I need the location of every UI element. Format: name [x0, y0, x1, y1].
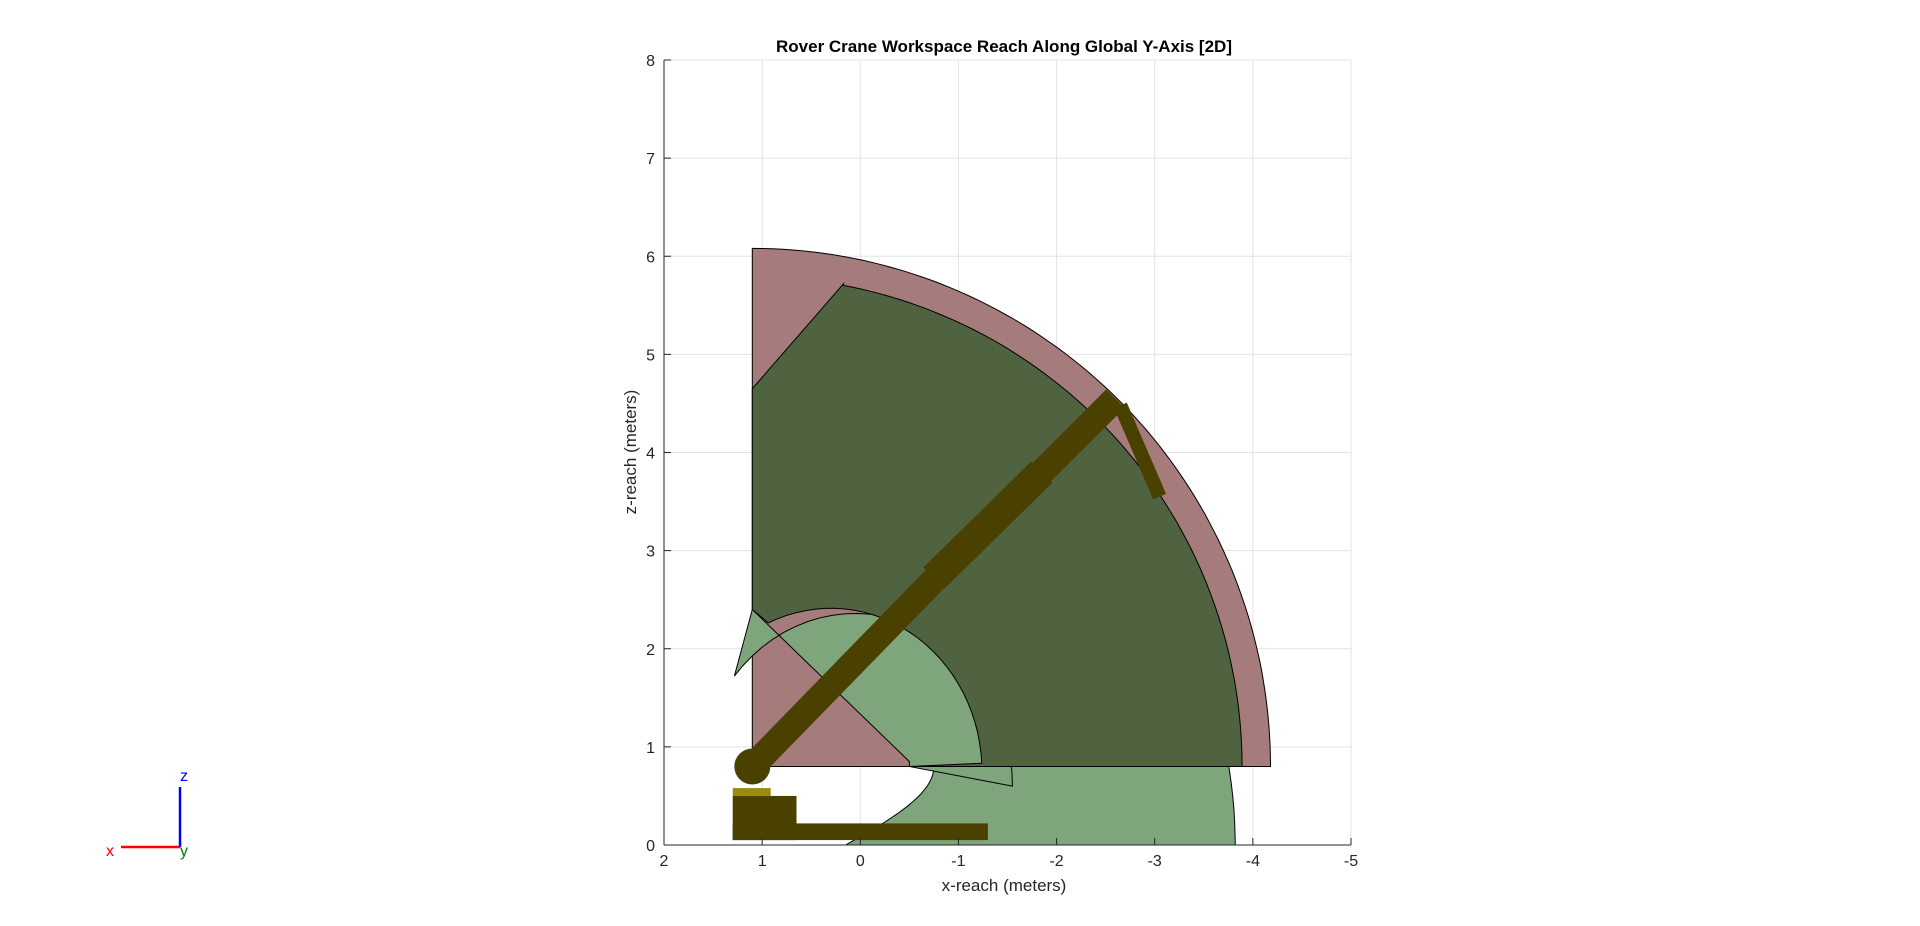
axes — [663, 59, 1352, 846]
crane-model — [732, 389, 1167, 841]
triad-x-label: x — [106, 843, 114, 860]
chart-title: Rover Crane Workspace Reach Along Global… — [776, 37, 1232, 56]
x-tick-label: -1 — [951, 853, 965, 870]
x-tick-label: -4 — [1246, 853, 1260, 870]
rover-base-block — [732, 823, 988, 841]
y-tick-label: 6 — [646, 249, 655, 266]
y-tick-label: 7 — [646, 151, 655, 168]
y-tick-label: 3 — [646, 544, 655, 561]
x-tick-label: -5 — [1344, 853, 1358, 870]
x-tick-label: 0 — [856, 853, 865, 870]
x-tick-label: 1 — [758, 853, 767, 870]
y-tick-label: 1 — [646, 740, 655, 757]
y-tick-label: 2 — [646, 642, 655, 659]
y-tick-label: 0 — [646, 838, 655, 855]
orientation-triad: z x y — [106, 768, 188, 860]
boom-segment — [1027, 389, 1125, 487]
x-tick-label: 2 — [660, 853, 669, 870]
y-axis-label: z-reach (meters) — [621, 390, 640, 515]
rover-bucket — [732, 788, 771, 797]
y-tick-label: 8 — [646, 53, 655, 70]
x-tick-label: -2 — [1049, 853, 1063, 870]
boom-segment — [923, 461, 1053, 589]
boom-segment — [743, 566, 949, 776]
triad-z-label: z — [180, 768, 188, 785]
y-tick-label: 5 — [646, 347, 655, 364]
boom-end-effector — [1113, 402, 1167, 500]
triad-y-label: y — [180, 843, 188, 860]
tick-labels: 2 1 0 -1 -2 -3 -4 -5 0 1 2 3 4 5 6 7 8 — [646, 53, 1358, 870]
y-tick-label: 4 — [646, 446, 655, 463]
x-axis-label: x-reach (meters) — [942, 876, 1067, 895]
x-tick-label: -3 — [1148, 853, 1162, 870]
boom-pivot — [734, 748, 771, 785]
